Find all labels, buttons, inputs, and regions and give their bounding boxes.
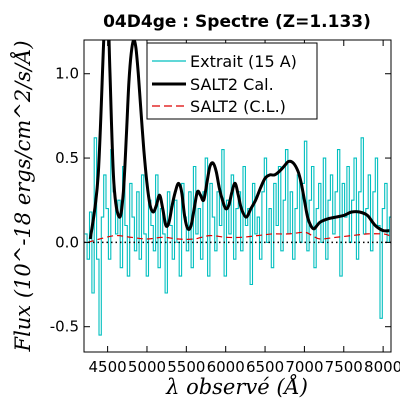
plot-area [84,40,391,336]
legend: Extrait (15 A) SALT2 Cal. SALT2 (C.L.) [146,42,318,120]
y-tick-label-1: 0.0 [55,233,79,251]
x-tick-label-1: 5000 [128,358,166,376]
plot-frame [83,39,392,353]
legend-label-salt2-cal: SALT2 Cal. [190,75,274,94]
x-axis-label: λ observé (Å) [165,374,308,399]
legend-box [146,42,318,120]
x-tick-label-5: 7000 [285,358,323,376]
legend-label-salt2-cl: SALT2 (C.L.) [190,97,286,116]
y-tick-label-0: -0.5 [50,318,79,336]
ticks-layer: 4500 5000 5500 6000 6500 7000 7500 8000 -0.5 0.0 0… [50,40,400,376]
chart-title: 04D4ge : Spectre (Z=1.133) [103,12,371,32]
series-layer [84,40,391,336]
x-tick-label-6: 7500 [325,358,363,376]
x-tick-label-3: 6000 [207,358,245,376]
series-line-2 [87,231,390,243]
y-axis-label: Flux (10^-18 ergs/cm^2/s/Å) [10,40,35,352]
legend-label-extrait: Extrait (15 A) [190,52,297,71]
x-tick-label-4: 6500 [246,358,284,376]
y-tick-label-3: 1.0 [55,65,79,83]
series-line-1 [88,40,390,240]
x-tick-label-2: 5500 [167,358,205,376]
x-tick-label-0: 4500 [89,358,127,376]
y-tick-label-2: 0.5 [55,149,79,167]
x-tick-label-7: 8000 [364,358,400,376]
